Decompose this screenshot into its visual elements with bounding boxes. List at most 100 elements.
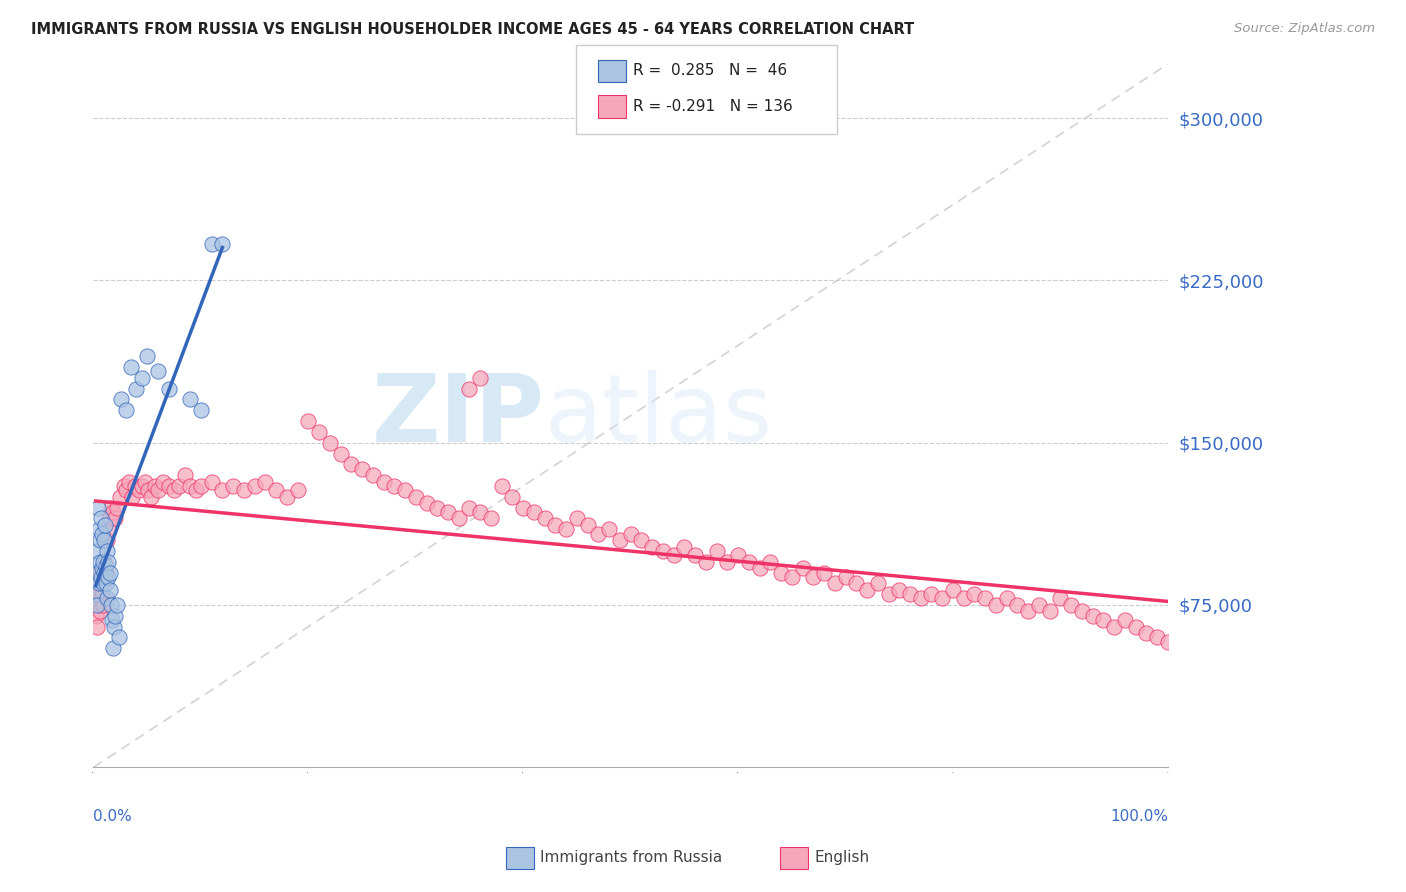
Immigrants from Russia <box>105 598 128 612</box>
English <box>93 576 115 591</box>
English <box>727 548 749 562</box>
English <box>695 555 717 569</box>
Immigrants from Russia <box>146 364 169 378</box>
English <box>276 490 298 504</box>
Immigrants from Russia <box>100 613 122 627</box>
English <box>1114 613 1136 627</box>
English <box>984 598 1007 612</box>
English <box>1081 608 1104 623</box>
English <box>437 505 460 519</box>
English <box>792 561 814 575</box>
English <box>97 522 120 536</box>
Immigrants from Russia <box>125 382 148 396</box>
Text: Immigrants from Russia: Immigrants from Russia <box>540 850 723 864</box>
Immigrants from Russia <box>120 359 142 374</box>
Immigrants from Russia <box>87 566 110 580</box>
Immigrants from Russia <box>91 576 114 591</box>
English <box>813 566 835 580</box>
English <box>146 483 169 498</box>
Immigrants from Russia <box>93 533 115 547</box>
English <box>898 587 921 601</box>
English <box>373 475 395 489</box>
Immigrants from Russia <box>108 631 131 645</box>
Immigrants from Russia <box>96 559 118 574</box>
English <box>179 479 201 493</box>
English <box>87 576 110 591</box>
English <box>1028 598 1050 612</box>
English <box>91 561 114 575</box>
English <box>211 483 233 498</box>
English <box>91 598 114 612</box>
English <box>101 505 124 519</box>
English <box>1049 591 1071 606</box>
English <box>157 479 180 493</box>
Immigrants from Russia <box>96 576 118 591</box>
English <box>662 548 685 562</box>
English <box>382 479 405 493</box>
English <box>104 511 127 525</box>
English <box>352 461 374 475</box>
English <box>1135 626 1157 640</box>
English <box>620 526 643 541</box>
English <box>447 511 470 525</box>
Immigrants from Russia <box>179 392 201 407</box>
English <box>112 479 135 493</box>
English <box>394 483 416 498</box>
English <box>93 555 115 569</box>
English <box>297 414 319 428</box>
English <box>110 490 132 504</box>
English <box>114 483 136 498</box>
English <box>1125 619 1147 633</box>
English <box>1017 605 1039 619</box>
English <box>201 475 224 489</box>
Text: English: English <box>814 850 869 864</box>
English <box>184 483 207 498</box>
English <box>173 468 195 483</box>
Immigrants from Russia <box>190 403 212 417</box>
English <box>222 479 245 493</box>
English <box>96 566 118 580</box>
Immigrants from Russia <box>136 349 159 363</box>
English <box>748 561 770 575</box>
English <box>1157 634 1180 648</box>
English <box>533 511 555 525</box>
English <box>523 505 546 519</box>
English <box>491 479 513 493</box>
English <box>90 570 112 584</box>
Text: 100.0%: 100.0% <box>1109 809 1168 824</box>
English <box>124 479 146 493</box>
English <box>974 591 997 606</box>
English <box>84 608 107 623</box>
English <box>118 475 141 489</box>
English <box>87 598 110 612</box>
English <box>94 570 117 584</box>
Immigrants from Russia <box>104 608 127 623</box>
English <box>105 500 128 515</box>
English <box>169 479 191 493</box>
Text: 0.0%: 0.0% <box>93 809 132 824</box>
English <box>910 591 932 606</box>
English <box>90 591 112 606</box>
English <box>136 483 159 498</box>
English <box>1039 605 1062 619</box>
English <box>683 548 706 562</box>
English <box>877 587 900 601</box>
English <box>952 591 974 606</box>
English <box>190 479 212 493</box>
English <box>641 540 664 554</box>
Immigrants from Russia <box>87 576 110 591</box>
English <box>134 475 156 489</box>
Text: atlas: atlas <box>544 369 773 462</box>
Immigrants from Russia <box>91 561 114 575</box>
English <box>1060 598 1083 612</box>
Immigrants from Russia <box>90 570 112 584</box>
English <box>415 496 437 510</box>
English <box>544 517 567 532</box>
Text: Source: ZipAtlas.com: Source: ZipAtlas.com <box>1234 22 1375 36</box>
Immigrants from Russia <box>86 544 108 558</box>
Immigrants from Russia <box>91 555 114 569</box>
Text: R = -0.291   N = 136: R = -0.291 N = 136 <box>633 99 793 113</box>
English <box>501 490 523 504</box>
Text: R =  0.285   N =  46: R = 0.285 N = 46 <box>633 63 787 78</box>
English <box>458 500 481 515</box>
